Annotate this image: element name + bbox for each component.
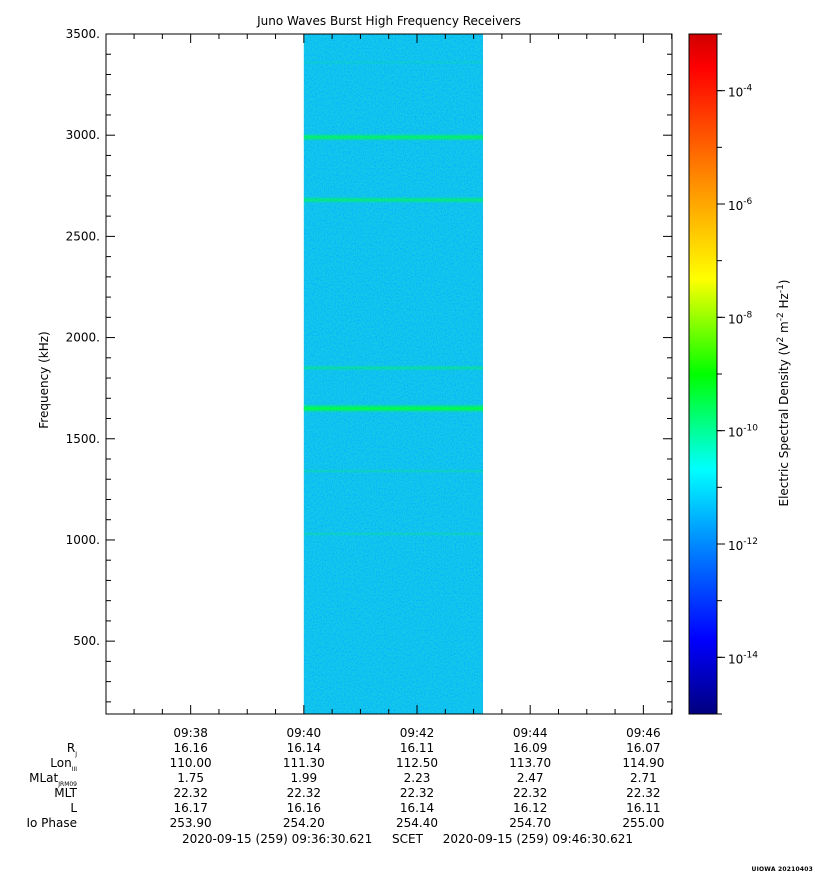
ephemeris-values: 16.16110.001.7522.3216.17253.9016.14111.… bbox=[170, 741, 665, 830]
y-tick-label: 1500. bbox=[66, 432, 100, 446]
ephemeris-value: 22.32 bbox=[173, 786, 207, 800]
ephemeris-value: 16.16 bbox=[173, 741, 207, 755]
ephemeris-value: 254.70 bbox=[509, 816, 551, 830]
colorbar-ticks: 10-4 10-6 10-8 10-10 10-12 10-14 bbox=[717, 33, 758, 715]
colorbar-tick-label: 10-14 bbox=[728, 650, 758, 666]
ephemeris-value: 22.32 bbox=[513, 786, 547, 800]
ephemeris-row-label: MLT bbox=[54, 786, 77, 800]
emission-line bbox=[303, 133, 484, 142]
emission-line bbox=[303, 60, 484, 65]
colorbar-tick-label: 10-6 bbox=[728, 197, 753, 213]
y-axis-label: Frequency (kHz) bbox=[37, 331, 51, 428]
ephemeris-value: 16.17 bbox=[173, 801, 207, 815]
emission-line bbox=[303, 403, 484, 413]
colorbar-tick-label: 10-10 bbox=[728, 424, 758, 440]
ephemeris-value: 16.07 bbox=[626, 741, 660, 755]
ephemeris-value: 2.47 bbox=[517, 771, 544, 785]
y-axis: 3500. 3000. 2500. 2000. 1500. 1000. 500. bbox=[66, 27, 672, 703]
ephemeris-value: 2.23 bbox=[404, 771, 431, 785]
ephemeris-value: 111.30 bbox=[283, 756, 325, 770]
ephemeris-value: 114.90 bbox=[622, 756, 664, 770]
spectrogram-noise bbox=[303, 34, 484, 714]
time-system-label: SCET bbox=[392, 832, 423, 846]
emission-line bbox=[303, 365, 484, 371]
y-tick-label: 2500. bbox=[66, 229, 100, 243]
ephemeris-value: 16.14 bbox=[400, 801, 434, 815]
time-range-start: 2020-09-15 (259) 09:36:30.621 bbox=[181, 832, 373, 846]
ephemeris-value: 16.16 bbox=[287, 801, 321, 815]
emission-line bbox=[303, 196, 484, 204]
ephemeris-value: 22.32 bbox=[400, 786, 434, 800]
y-tick-label: 3000. bbox=[66, 128, 100, 142]
ephemeris-value: 16.09 bbox=[513, 741, 547, 755]
colorbar-tick-label: 10-4 bbox=[728, 84, 753, 100]
time-range-footer: 2020-09-15 (259) 09:36:30.621 SCET 2020-… bbox=[0, 832, 815, 846]
ephemeris-value: 22.32 bbox=[626, 786, 660, 800]
y-tick-label: 500. bbox=[73, 634, 100, 648]
emission-line bbox=[303, 468, 484, 474]
ephemeris-value: 254.40 bbox=[396, 816, 438, 830]
emission-line bbox=[303, 531, 484, 537]
y-tick-label: 3500. bbox=[66, 27, 100, 41]
ephemeris-row-label: LonIII bbox=[50, 756, 77, 773]
ephemeris-value: 255.00 bbox=[622, 816, 664, 830]
ephemeris-value: 2.71 bbox=[630, 771, 657, 785]
colorbar-tick-label: 10-8 bbox=[728, 310, 753, 326]
ephemeris-value: 16.11 bbox=[626, 801, 660, 815]
colorbar bbox=[688, 33, 718, 715]
colorbar-label: Electric Spectral Density (V2 m-2 Hz-1) bbox=[776, 279, 791, 506]
ephemeris-row-label: MLatJRM09 bbox=[29, 771, 77, 788]
ephemeris-value: 1.75 bbox=[177, 771, 204, 785]
ephemeris-row-label: RJ bbox=[67, 741, 77, 758]
x-tick-label: 09:46 bbox=[626, 726, 661, 740]
ephemeris-value: 16.12 bbox=[513, 801, 547, 815]
ephemeris-value: 254.20 bbox=[283, 816, 325, 830]
colorbar-tick-label: 10-12 bbox=[728, 537, 758, 553]
x-tick-label: 09:42 bbox=[400, 726, 435, 740]
ephemeris-value: 110.00 bbox=[170, 756, 212, 770]
ephemeris-value: 1.99 bbox=[290, 771, 317, 785]
ephemeris-value: 22.32 bbox=[287, 786, 321, 800]
y-tick-label: 1000. bbox=[66, 533, 100, 547]
x-tick-label: 09:38 bbox=[173, 726, 208, 740]
ephemeris-value: 16.11 bbox=[400, 741, 434, 755]
x-tick-label: 09:40 bbox=[287, 726, 322, 740]
chart-title: Juno Waves Burst High Frequency Receiver… bbox=[256, 14, 521, 28]
ephemeris-value: 253.90 bbox=[170, 816, 212, 830]
y-tick-label: 2000. bbox=[66, 331, 100, 345]
time-range-end: 2020-09-15 (259) 09:46:30.621 bbox=[442, 832, 634, 846]
credit-label: UIOWA 20210403 bbox=[751, 866, 813, 873]
ephemeris-row-label: L bbox=[70, 801, 77, 815]
ephemeris-value: 112.50 bbox=[396, 756, 438, 770]
ephemeris-value: 113.70 bbox=[509, 756, 551, 770]
x-axis: 09:38 09:40 09:42 09:44 09:46 bbox=[133, 34, 673, 740]
ephemeris-row-label: Io Phase bbox=[26, 816, 77, 830]
x-tick-label: 09:44 bbox=[513, 726, 548, 740]
spectrogram-data bbox=[303, 34, 484, 714]
ephemeris-value: 16.14 bbox=[287, 741, 321, 755]
